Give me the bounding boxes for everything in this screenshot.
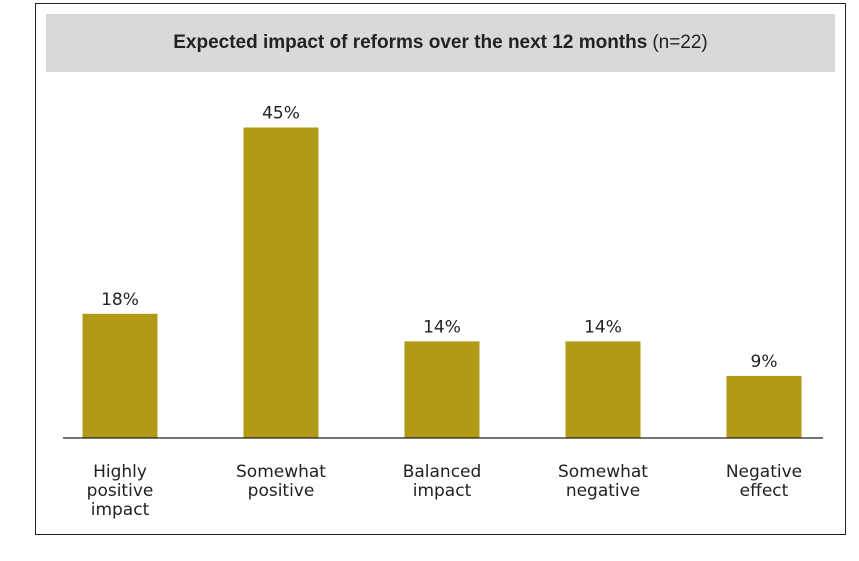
category-label-5-line-2: effect bbox=[740, 481, 789, 501]
value-label-4: 14% bbox=[584, 317, 622, 337]
chart-frame: Expected impact of reforms over the next… bbox=[35, 3, 846, 535]
bar-5 bbox=[726, 375, 802, 438]
value-label-5: 9% bbox=[751, 352, 778, 372]
category-label-3-line-2: impact bbox=[413, 481, 472, 501]
bar-1 bbox=[82, 313, 158, 438]
category-label-2-line-1: Somewhat bbox=[236, 462, 326, 482]
category-label-1-line-2: positive bbox=[87, 481, 154, 501]
chart-title: Expected impact of reforms over the next… bbox=[173, 32, 648, 53]
category-label-3-line-1: Balanced bbox=[403, 462, 482, 482]
bar-3 bbox=[404, 341, 480, 438]
category-label-4-line-1: Somewhat bbox=[558, 462, 648, 482]
category-label-1-line-1: Highly bbox=[93, 462, 147, 482]
chart-title-band: Expected impact of reforms over the next… bbox=[46, 14, 835, 72]
bar-4 bbox=[565, 341, 641, 438]
category-label-1-line-3: impact bbox=[91, 500, 150, 520]
value-label-1: 18% bbox=[101, 290, 139, 310]
category-label-5-line-1: Negative bbox=[726, 462, 802, 482]
value-label-2: 45% bbox=[262, 104, 300, 124]
category-label-4-line-2: negative bbox=[566, 481, 640, 501]
category-label-2-line-2: positive bbox=[248, 481, 315, 501]
chart-sample-size: (n=22) bbox=[652, 32, 708, 53]
value-label-3: 14% bbox=[423, 317, 461, 337]
bar-2 bbox=[243, 127, 319, 438]
